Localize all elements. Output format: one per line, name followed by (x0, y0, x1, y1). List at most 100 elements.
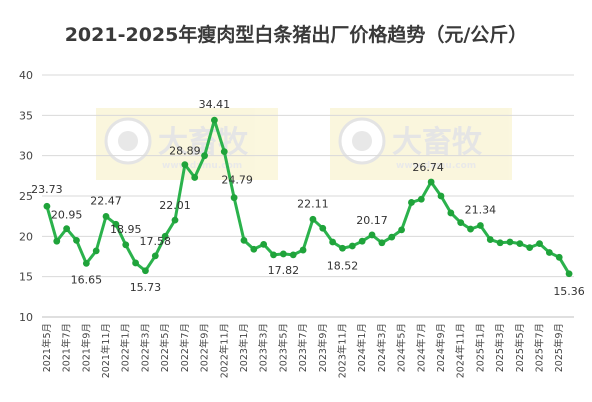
data-point (378, 239, 386, 247)
x-tick-label: 2025年5月 (514, 323, 526, 372)
data-point (467, 225, 474, 233)
x-tick-label: 2023年5月 (277, 323, 289, 372)
data-point (142, 267, 149, 275)
data-point (358, 237, 366, 245)
data-label: 26.74 (412, 161, 444, 174)
data-point (63, 225, 71, 233)
x-tick-label: 2022年5月 (159, 323, 171, 372)
data-point (447, 209, 455, 217)
data-point (516, 240, 524, 247)
data-point (211, 116, 218, 124)
watermark-url: www.dxmu.com (396, 161, 476, 171)
data-point (477, 222, 484, 229)
data-label: 22.11 (297, 197, 329, 210)
x-tick-label: 2022年7月 (179, 323, 191, 372)
data-point (102, 213, 110, 220)
y-tick-label: 10 (19, 311, 33, 324)
data-label: 15.73 (130, 281, 162, 294)
x-tick-label: 2023年3月 (258, 323, 270, 372)
data-point (496, 239, 504, 247)
watermark-icon-core (352, 131, 372, 151)
x-tick-label: 2025年3月 (494, 323, 506, 372)
data-point (112, 220, 120, 228)
x-tick-label: 2024年5月 (396, 323, 408, 372)
data-point (220, 148, 228, 156)
x-tick-label: 2024年11月 (455, 323, 467, 378)
data-label: 24.79 (221, 174, 253, 187)
x-tick-label: 2022年9月 (199, 323, 211, 372)
x-tick-label: 2023年9月 (317, 323, 329, 372)
data-point (437, 192, 445, 200)
data-labels: 23.73 20.95 16.65 22.47 18.95 15.73 17.58 22.01… (31, 98, 585, 298)
data-label: 20.17 (356, 214, 388, 227)
x-tick-label: 2025年1月 (474, 323, 486, 372)
x-tick-label: 2021年7月 (61, 323, 73, 372)
x-tick-label: 2025年7月 (534, 323, 546, 372)
data-point (348, 242, 356, 250)
data-point (398, 226, 405, 234)
data-point (92, 247, 100, 255)
x-tick-label: 2023年7月 (297, 323, 309, 372)
y-tick-label: 20 (19, 230, 33, 243)
data-label: 22.01 (159, 199, 191, 212)
data-label: 17.58 (140, 235, 172, 248)
data-point (545, 249, 553, 256)
data-point (339, 244, 346, 252)
data-point (279, 250, 287, 258)
data-point (53, 237, 61, 245)
data-point (536, 240, 543, 247)
data-label: 18.52 (327, 259, 359, 272)
data-label: 15.36 (553, 285, 585, 298)
x-tick-label: 2021年9月 (80, 323, 92, 372)
data-point (457, 219, 465, 227)
data-point (171, 216, 179, 224)
data-point (260, 241, 268, 248)
data-point (427, 178, 435, 186)
data-point (132, 259, 139, 267)
data-label: 28.89 (169, 145, 201, 158)
data-point (122, 241, 130, 249)
data-point (151, 252, 159, 260)
data-point (181, 161, 189, 169)
watermark-text: 大畜牧 (392, 125, 483, 160)
y-tick-label: 30 (19, 150, 33, 163)
x-tick-label: 2022年1月 (120, 323, 132, 372)
y-tick-label: 15 (19, 271, 33, 284)
data-label: 34.41 (199, 98, 231, 111)
data-point (555, 253, 563, 261)
data-point (486, 236, 494, 243)
x-tick-label: 2023年11月 (336, 323, 348, 378)
data-point (250, 245, 258, 253)
data-point (565, 270, 573, 278)
x-tick-label: 2023年1月 (238, 323, 250, 372)
data-label: 16.65 (71, 273, 103, 286)
data-point (388, 233, 396, 241)
data-point (270, 251, 277, 259)
data-label: 17.82 (268, 264, 300, 277)
data-point (73, 236, 80, 244)
data-point (368, 231, 376, 239)
x-tick-label: 2021年5月 (41, 323, 53, 372)
data-label: 21.34 (465, 204, 497, 217)
data-point (526, 244, 534, 252)
data-point (408, 199, 415, 206)
data-point (43, 202, 51, 210)
chart-title: 2021-2025年瘦肉型白条猪出厂价格趋势（元/公斤） (65, 23, 528, 46)
data-point (319, 224, 327, 232)
y-tick-label: 40 (19, 69, 33, 82)
data-label: 18.95 (110, 223, 142, 236)
data-point (329, 238, 337, 246)
x-tick-label: 2022年11月 (218, 323, 230, 378)
y-tick-label: 35 (19, 109, 33, 122)
data-point (506, 238, 514, 246)
data-label: 23.73 (31, 183, 63, 196)
data-point (240, 236, 248, 244)
x-tick-label: 2024年1月 (356, 323, 368, 372)
data-label: 22.47 (90, 194, 122, 207)
x-tick-label: 2024年3月 (376, 323, 388, 372)
data-point (201, 152, 208, 160)
data-point (309, 215, 317, 223)
